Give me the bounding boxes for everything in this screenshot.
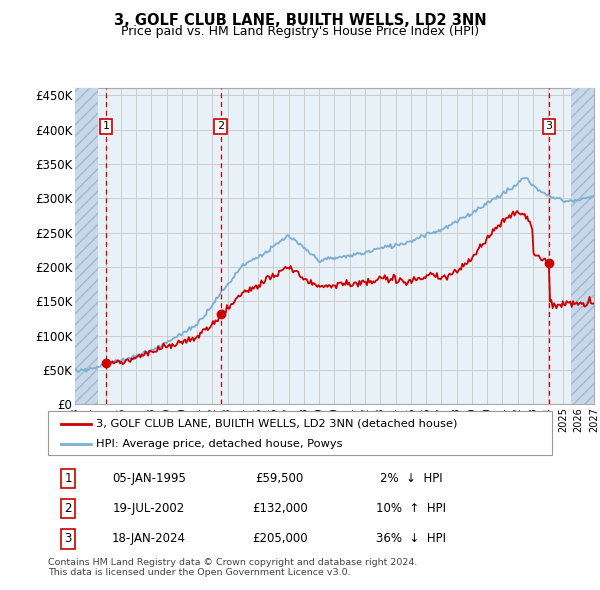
Text: £59,500: £59,500 bbox=[256, 472, 304, 485]
Text: This data is licensed under the Open Government Licence v3.0.: This data is licensed under the Open Gov… bbox=[48, 568, 350, 576]
FancyBboxPatch shape bbox=[48, 411, 552, 455]
Text: 2: 2 bbox=[217, 122, 224, 132]
Text: 05-JAN-1995: 05-JAN-1995 bbox=[112, 472, 186, 485]
Text: 3: 3 bbox=[545, 122, 553, 132]
Text: Contains HM Land Registry data © Crown copyright and database right 2024.: Contains HM Land Registry data © Crown c… bbox=[48, 558, 418, 566]
Text: HPI: Average price, detached house, Powys: HPI: Average price, detached house, Powy… bbox=[96, 440, 343, 450]
Text: 1: 1 bbox=[64, 472, 72, 485]
Text: 3, GOLF CLUB LANE, BUILTH WELLS, LD2 3NN (detached house): 3, GOLF CLUB LANE, BUILTH WELLS, LD2 3NN… bbox=[96, 419, 457, 428]
Text: 19-JUL-2002: 19-JUL-2002 bbox=[113, 502, 185, 515]
Text: 2: 2 bbox=[64, 502, 72, 515]
Text: £205,000: £205,000 bbox=[252, 532, 308, 545]
Bar bbox=[75, 88, 98, 404]
Bar bbox=[571, 88, 594, 404]
Text: 2%  ↓  HPI: 2% ↓ HPI bbox=[380, 472, 442, 485]
Text: 18-JAN-2024: 18-JAN-2024 bbox=[112, 532, 186, 545]
Text: 3, GOLF CLUB LANE, BUILTH WELLS, LD2 3NN: 3, GOLF CLUB LANE, BUILTH WELLS, LD2 3NN bbox=[113, 13, 487, 28]
Text: 10%  ↑  HPI: 10% ↑ HPI bbox=[376, 502, 446, 515]
Bar bbox=[571, 88, 594, 404]
Text: 36%  ↓  HPI: 36% ↓ HPI bbox=[376, 532, 446, 545]
Text: Price paid vs. HM Land Registry's House Price Index (HPI): Price paid vs. HM Land Registry's House … bbox=[121, 25, 479, 38]
Text: £132,000: £132,000 bbox=[252, 502, 308, 515]
Text: 1: 1 bbox=[103, 122, 110, 132]
Text: 3: 3 bbox=[64, 532, 72, 545]
Bar bbox=[75, 88, 98, 404]
